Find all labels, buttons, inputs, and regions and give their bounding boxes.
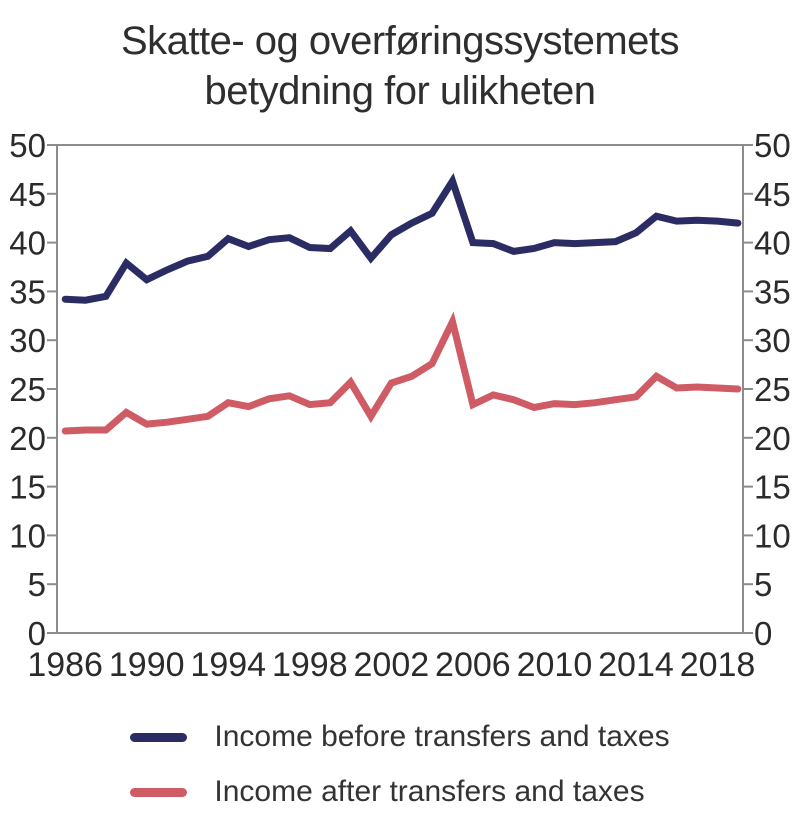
x-axis-label: 1998: [272, 646, 348, 684]
x-axis-label: 1986: [27, 646, 103, 684]
y-axis-label-left: 10: [9, 517, 46, 554]
y-axis-label-right: 10: [754, 517, 791, 554]
x-axis-label: 2014: [598, 646, 674, 684]
legend-swatch-after-icon: [130, 787, 188, 797]
legend-label-after: Income after transfers and taxes: [214, 775, 645, 808]
y-axis-label-left: 20: [9, 420, 46, 457]
y-axis-label-left: 45: [9, 176, 46, 213]
legend: Income before transfers and taxes Income…: [0, 718, 800, 811]
series-line-before: [61, 172, 742, 304]
y-axis-label-left: 15: [9, 469, 46, 506]
y-axis-label-left: 0: [28, 615, 46, 652]
y-axis-label-right: 45: [754, 176, 791, 213]
y-axis-label-right: 20: [754, 420, 791, 457]
x-axis-label: 2002: [354, 646, 430, 684]
chart-title-line1: Skatte- og overføringssystemets: [120, 19, 680, 63]
legend-label-before: Income before transfers and taxes: [214, 720, 670, 753]
x-axis-label: 1994: [190, 646, 266, 684]
y-axis-label-right: 35: [754, 273, 791, 310]
y-axis-label-left: 30: [9, 322, 46, 359]
x-axis-label: 1990: [109, 646, 185, 684]
y-axis-label-left: 40: [9, 225, 46, 262]
chart-title-line2: betydning for ulikheten: [204, 69, 597, 113]
y-axis-label-right: 40: [754, 225, 791, 262]
y-axis-label-left: 5: [28, 566, 46, 603]
x-axis-label: 2010: [517, 646, 593, 684]
y-axis-label-left: 50: [9, 127, 46, 164]
legend-item-after: Income after transfers and taxes: [130, 773, 645, 811]
legend-swatch-before-icon: [130, 732, 188, 742]
y-axis-label-right: 5: [754, 566, 772, 603]
y-axis-label-right: 50: [754, 127, 791, 164]
y-axis-label-left: 25: [9, 371, 46, 408]
chart-title: Skatte- og overføringssystemets betydnin…: [0, 16, 800, 116]
series-line-after: [61, 311, 742, 435]
legend-item-before: Income before transfers and taxes: [130, 718, 670, 756]
legend-inner: Income before transfers and taxes Income…: [130, 718, 670, 811]
y-axis-label-left: 35: [9, 273, 46, 310]
x-axis-label: 2006: [435, 646, 511, 684]
y-axis-label-right: 25: [754, 371, 791, 408]
plot-area: 0 0 5 5 10 10 15 15 20 20 25 25 30 30 35 35 40 40 45 45 50 50…: [9, 127, 791, 684]
y-axis-label-right: 30: [754, 322, 791, 359]
y-axis-label-right: 15: [754, 469, 791, 506]
y-axis-label-right: 0: [754, 615, 772, 652]
x-axis-label: 2018: [680, 646, 756, 684]
